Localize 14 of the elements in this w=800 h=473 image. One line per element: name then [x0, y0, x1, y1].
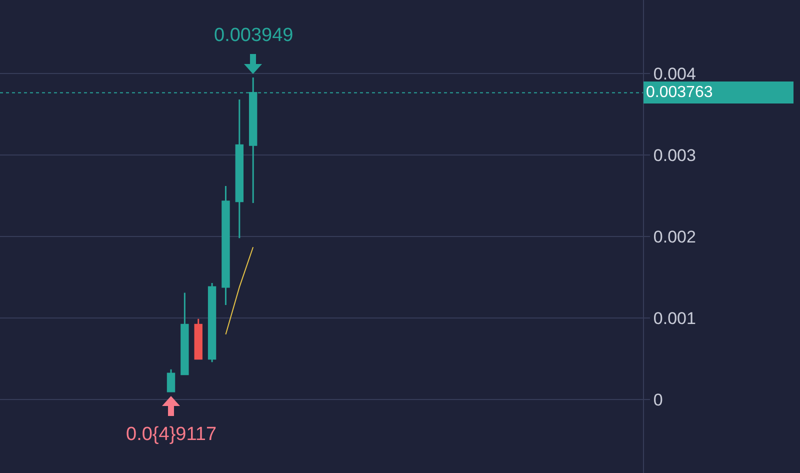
annotation: 0.0{4}9117 [126, 424, 217, 445]
y-tick-label: 0.004 [653, 64, 696, 84]
candlestick [180, 292, 189, 376]
candlestick [166, 368, 176, 393]
annotation: 0.003949 [214, 25, 294, 46]
y-tick-label: 0.002 [653, 227, 696, 246]
y-tick-label: 0.003 [653, 146, 696, 165]
candlestick [208, 282, 216, 363]
y-tick-label: 0 [653, 390, 663, 410]
ref-line-label: 0.003763 [646, 84, 713, 101]
candlestick [235, 98, 244, 239]
candlestick [222, 185, 230, 306]
y-tick-label: 0.001 [653, 309, 696, 328]
candlestick [194, 318, 202, 360]
